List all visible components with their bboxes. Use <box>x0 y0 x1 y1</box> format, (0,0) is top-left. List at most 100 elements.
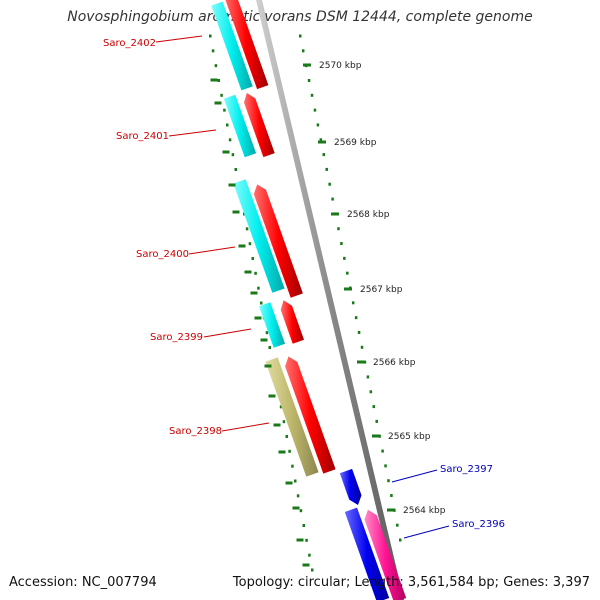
guide-dot <box>265 331 269 335</box>
guide-dot <box>337 227 340 231</box>
guide-dot <box>313 108 317 112</box>
guide-dot <box>254 271 257 275</box>
guide-dot <box>294 479 297 483</box>
guide-dot <box>305 538 308 542</box>
guide-dot <box>372 405 376 409</box>
gene-arrow-saro-2401-inner <box>244 92 275 158</box>
feature-tick <box>214 101 222 105</box>
guide-dot <box>231 153 235 157</box>
feature-tick <box>268 394 276 398</box>
guide-dot <box>217 79 220 82</box>
guide-dot <box>299 34 302 38</box>
gene-label-saro-2397: Saro_2397 <box>440 464 493 475</box>
guide-dot <box>285 435 288 438</box>
gene-label-saro-2401: Saro_2401 <box>116 131 169 142</box>
guide-dot <box>331 197 334 201</box>
guide-dot <box>282 420 286 424</box>
guide-dot <box>322 153 326 157</box>
gene-arrow-saro-2400-outer <box>233 179 285 293</box>
guide-dot <box>279 405 283 409</box>
guide-dot <box>325 167 328 171</box>
guide-dot <box>245 227 249 231</box>
guide-dot <box>319 138 323 142</box>
scale-tick-mark <box>387 508 395 512</box>
genome-summary: Topology: circularLength: 3,561,584 bpGe… <box>233 575 590 590</box>
feature-tick <box>278 450 286 454</box>
guide-dot <box>257 286 260 290</box>
guide-dot <box>226 123 229 127</box>
scale-tick-label: 2569 kbp <box>334 138 377 148</box>
leader-line-saro-2402 <box>155 35 203 43</box>
feature-tick <box>250 291 258 295</box>
feature-tick <box>296 538 304 542</box>
topology-text: Topology: circular <box>232 575 346 590</box>
guide-dot <box>251 257 254 260</box>
feature-tick <box>264 364 272 368</box>
guide-dot <box>354 316 358 320</box>
feature-tick <box>254 316 262 320</box>
guide-dot <box>396 523 399 527</box>
guide-dot <box>375 419 378 423</box>
leader-line-saro-2400 <box>188 246 236 255</box>
guide-dot <box>301 49 305 53</box>
gene-arrow-saro-2398-outer <box>265 357 319 477</box>
map-title: Novosphingobium aromaticivorans DSM 1244… <box>67 9 533 25</box>
scale-tick-mark <box>357 360 365 364</box>
gene-arrow-saro-2399-inner <box>280 300 304 344</box>
guide-dot <box>220 93 223 97</box>
guide-dot <box>291 464 294 468</box>
guide-dot <box>343 256 346 260</box>
guide-dot <box>390 494 393 498</box>
scale-tick-label: 2565 kbp <box>388 432 431 442</box>
guide-dot <box>214 64 218 68</box>
gene-arrow-saro-2402-inner <box>225 0 269 90</box>
guide-dot <box>381 449 384 453</box>
guide-dot <box>288 449 291 453</box>
scale-tick-label: 2566 kbp <box>373 358 416 368</box>
guide-dot <box>328 182 331 186</box>
guide-dot <box>228 138 232 142</box>
gene-arrow-saro-2399-outer <box>259 302 285 348</box>
gene-arrow-saro-2402-outer <box>211 1 253 91</box>
guide-dot <box>310 93 314 97</box>
guide-dot <box>307 78 311 82</box>
guide-dot <box>351 301 355 305</box>
scale-tick-mark <box>331 212 339 216</box>
guide-dot <box>211 49 215 53</box>
backbone-line <box>256 0 404 600</box>
guide-dot <box>387 479 390 483</box>
scale-ticks-layer: 2570 kbp 2569 kbp 2568 kbp 2567 kbp 2566 kbp… <box>210 61 446 567</box>
scale-tick-label: 2567 kbp <box>360 285 403 295</box>
guide-dot <box>360 345 364 349</box>
guide-dot <box>369 390 373 394</box>
feature-tick <box>285 481 293 485</box>
scale-tick-label: 2564 kbp <box>403 506 446 516</box>
guide-dot <box>223 108 226 112</box>
guide-dot <box>340 242 343 246</box>
guide-dot <box>346 271 349 275</box>
gene-label-saro-2398: Saro_2398 <box>169 426 222 437</box>
guide-dot <box>357 330 361 334</box>
feature-tick <box>238 244 246 248</box>
gene-label-saro-2402: Saro_2402 <box>103 38 156 49</box>
leader-line-saro-2399 <box>203 328 252 338</box>
scale-tick-mark <box>303 63 311 67</box>
leader-line-saro-2396 <box>403 525 450 539</box>
gene-arrow-saro-2396-pink <box>364 509 407 600</box>
leader-line-saro-2401 <box>168 129 217 137</box>
feature-tick <box>210 78 218 82</box>
gene-label-saro-2399: Saro_2399 <box>150 332 203 343</box>
gene-arrow-saro-2398-inner <box>285 356 336 474</box>
scale-tick-label: 2568 kbp <box>347 210 390 220</box>
inner-guide-dots <box>209 34 314 572</box>
gene-arrows-layer <box>211 0 407 600</box>
gene-labels-layer: Saro_2402 Saro_2401 Saro_2400 Saro_2399 Saro… <box>103 35 505 539</box>
leader-line-saro-2397 <box>391 469 438 483</box>
feature-tick <box>228 183 236 187</box>
backbone-layer <box>256 0 404 600</box>
guide-dot <box>243 212 246 216</box>
guide-dot <box>260 301 263 305</box>
guide-dot <box>268 346 271 349</box>
scale-tick-label: 2570 kbp <box>319 61 362 71</box>
gene-arrow-saro-2396-blue <box>344 507 390 600</box>
